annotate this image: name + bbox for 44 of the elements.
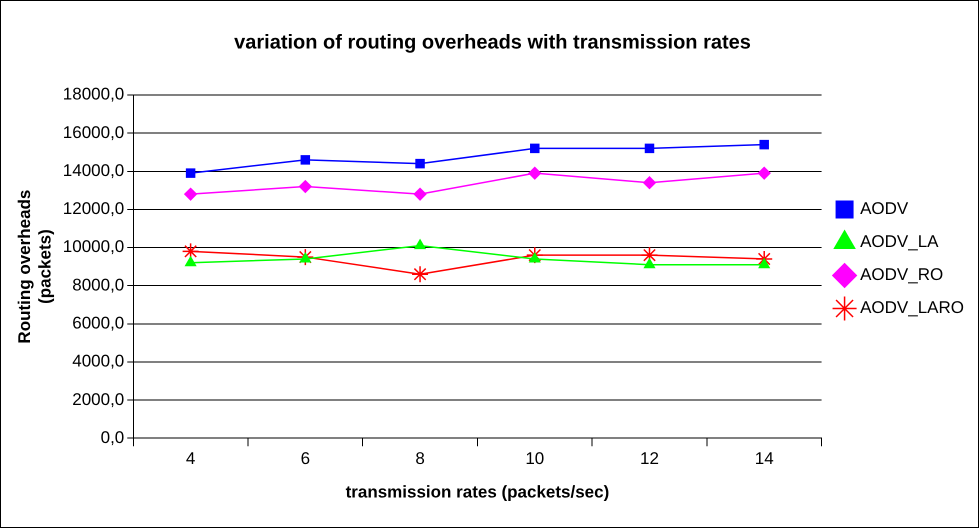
- chart-title: variation of routing overheads with transmission rates: [234, 32, 751, 54]
- legend-label: AODV_RO: [860, 265, 944, 284]
- point: [298, 180, 312, 194]
- y-tick-label: 18000,0: [62, 84, 124, 104]
- point: [528, 166, 542, 180]
- point: [644, 258, 656, 268]
- y-tick-label: 2000,0: [72, 390, 124, 409]
- y-tick-label: 8000,0: [72, 275, 124, 294]
- point: [300, 155, 310, 165]
- point: [642, 176, 656, 190]
- x-axis-title: transmission rates (packets/sec): [346, 482, 610, 502]
- y-tick-label: 4000,0: [72, 352, 124, 371]
- point: [296, 248, 314, 266]
- point: [184, 188, 198, 201]
- point: [644, 144, 654, 154]
- y-tick-label: 12000,0: [62, 199, 124, 218]
- point: [759, 140, 769, 150]
- point: [415, 158, 425, 168]
- y-tick-label: 0,0: [100, 428, 124, 447]
- point: [526, 246, 544, 264]
- point: [300, 252, 312, 262]
- x-tick-label: 4: [186, 449, 196, 468]
- point: [529, 252, 540, 262]
- point: [758, 258, 770, 268]
- x-tick-label: 12: [640, 449, 659, 468]
- point: [530, 144, 540, 154]
- point: [184, 256, 196, 266]
- y-tick-label: 10000,0: [62, 237, 124, 256]
- point: [414, 239, 426, 250]
- y-tick-label: 16000,0: [62, 122, 124, 142]
- legend-label: AODV_LARO: [860, 298, 964, 318]
- legend-label: AODV: [860, 199, 909, 218]
- y-tick-label: 14000,0: [62, 160, 124, 180]
- point: [758, 166, 771, 180]
- x-tick-label: 6: [300, 449, 310, 468]
- point: [411, 265, 429, 283]
- legend-label: AODV_LA: [860, 232, 940, 252]
- x-tick-label: 10: [525, 449, 544, 468]
- point: [186, 168, 196, 178]
- y-tick-label: 6000,0: [72, 313, 124, 332]
- point: [414, 188, 427, 201]
- y-axis-title: Routing overheads (packets): [14, 190, 54, 344]
- x-tick-label: 14: [754, 449, 774, 468]
- x-tick-label: 8: [415, 449, 425, 468]
